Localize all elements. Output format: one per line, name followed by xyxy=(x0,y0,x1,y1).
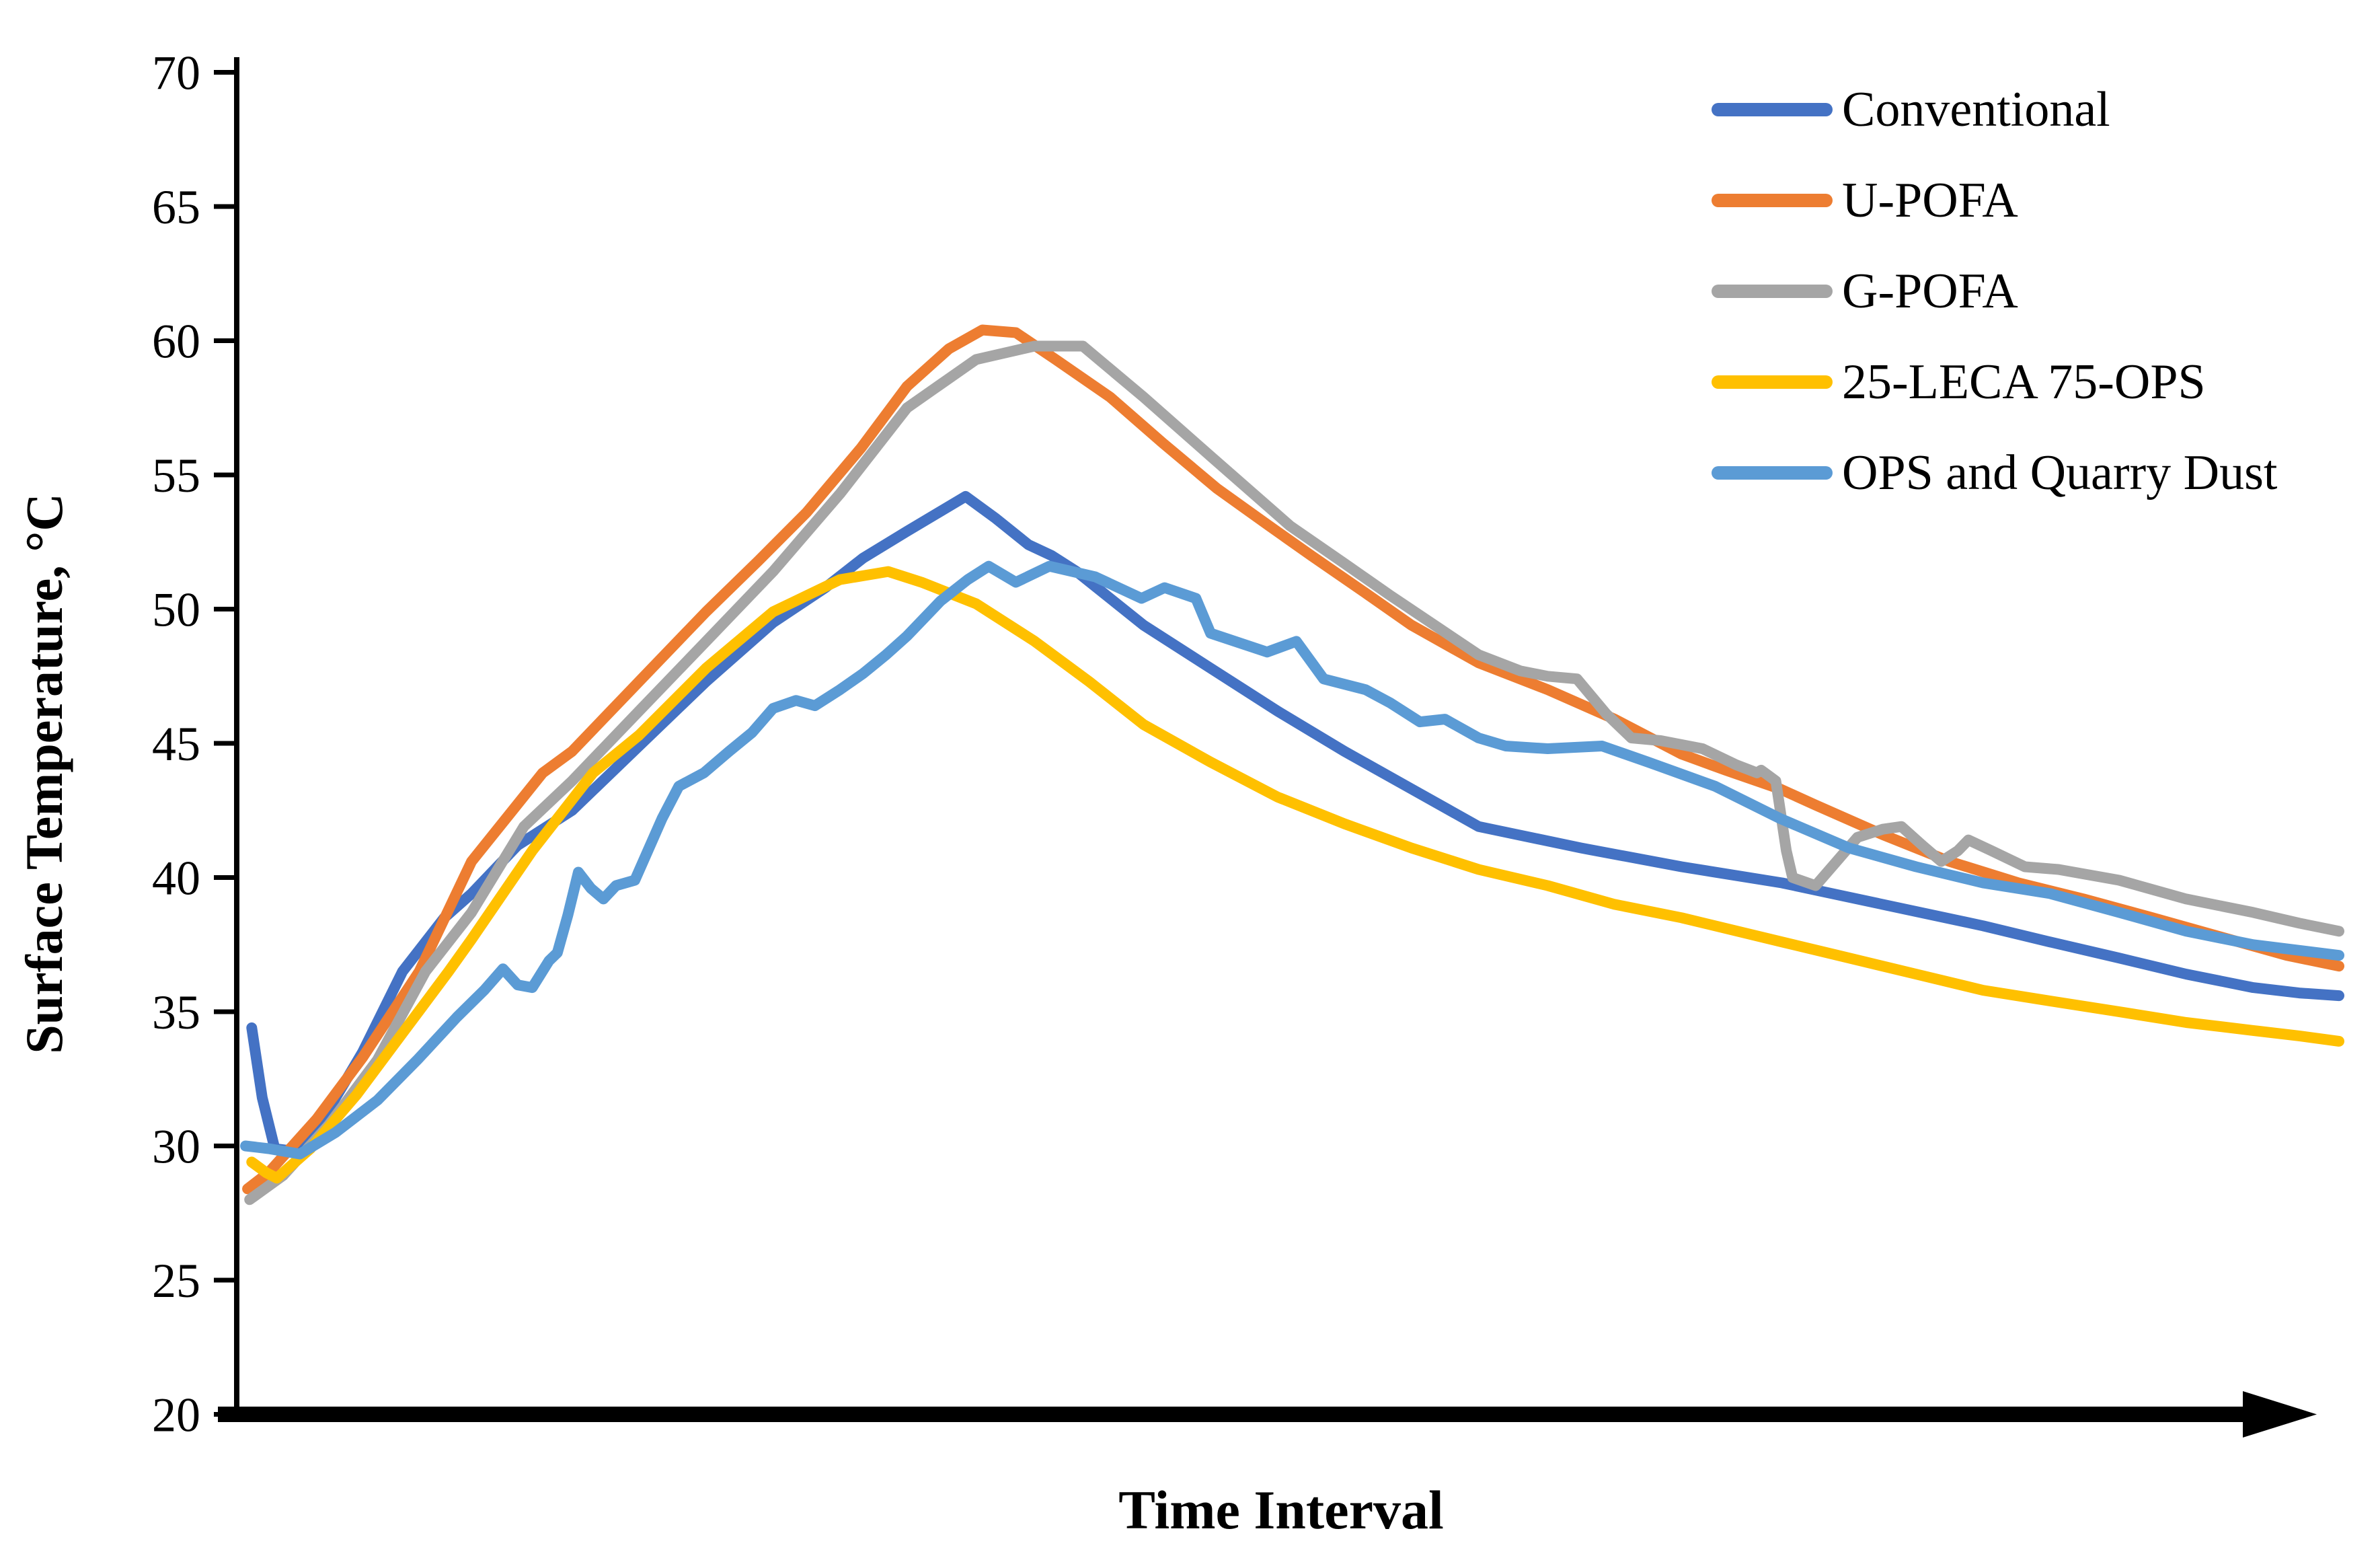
y-axis-title: Surface Temperature, °C xyxy=(15,493,73,1054)
legend-swatch-ops-and-quarry-dust xyxy=(1712,466,1833,480)
y-tick-label: 30 xyxy=(152,1120,200,1174)
y-tick-label: 50 xyxy=(152,583,200,637)
legend-swatch-conventional xyxy=(1712,103,1833,116)
legend-swatch-u-pofa xyxy=(1712,194,1833,207)
y-tick-label: 45 xyxy=(152,717,200,771)
legend-label: U-POFA xyxy=(1842,173,2018,228)
legend-swatch-g-pofa xyxy=(1712,285,1833,298)
legend-item-g-pofa: G-POFA xyxy=(1712,251,2018,332)
y-tick-label: 60 xyxy=(152,315,200,369)
legend-swatch-25-leca-75-ops xyxy=(1712,375,1833,389)
y-tick-label: 35 xyxy=(152,985,200,1039)
series-line-conventional xyxy=(246,490,2344,1157)
series-line-u-pofa xyxy=(242,324,2344,1195)
y-tick-label: 25 xyxy=(152,1254,200,1308)
series-line-25-leca-75-ops xyxy=(246,566,2344,1184)
legend-item-25-leca-75-ops: 25-LECA 75-OPS xyxy=(1712,342,2206,422)
y-tick-label: 65 xyxy=(152,180,200,234)
legend-label: G-POFA xyxy=(1842,264,2018,319)
x-axis-title: Time Interval xyxy=(1118,1479,1444,1540)
legend-label: Conventional xyxy=(1842,82,2110,137)
legend-label: 25-LECA 75-OPS xyxy=(1842,355,2206,410)
x-axis-arrow-icon xyxy=(2243,1391,2317,1438)
legend-item-u-pofa: U-POFA xyxy=(1712,160,2018,241)
y-tick-label: 20 xyxy=(152,1388,200,1442)
series-line-ops-and-quarry-dust xyxy=(240,560,2344,1160)
y-tick-label: 70 xyxy=(152,46,200,100)
y-tick-label: 40 xyxy=(152,852,200,905)
y-tick-label: 55 xyxy=(152,449,200,503)
series-line-g-pofa xyxy=(244,340,2344,1205)
legend-label: OPS and Quarry Dust xyxy=(1842,445,2278,500)
legend-item-ops-and-quarry-dust: OPS and Quarry Dust xyxy=(1712,433,2277,513)
legend-item-conventional: Conventional xyxy=(1712,69,2110,150)
